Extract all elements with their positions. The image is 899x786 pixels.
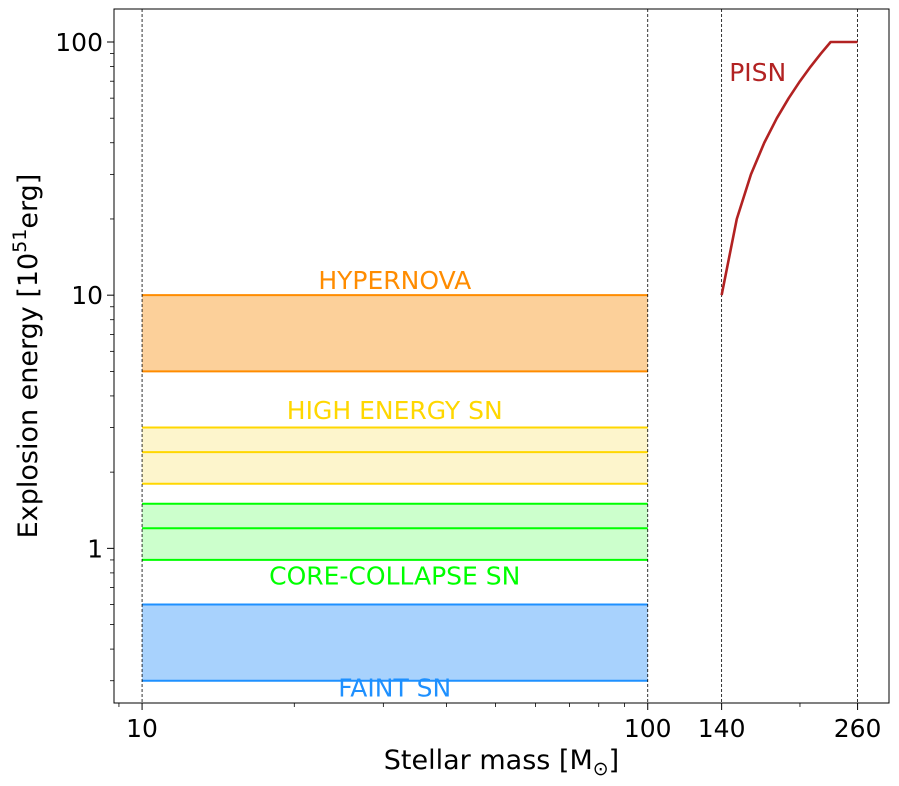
- labels-layer: HYPERNOVA HIGH ENERGY SN CORE-COLLAPSE SN F…: [269, 58, 786, 702]
- faint-sn-band: [142, 604, 648, 681]
- y-tick-label-10: 10: [71, 281, 103, 310]
- series-layer: [720, 40, 858, 296]
- high-energy-sn-label: HIGH ENERGY SN: [287, 396, 503, 425]
- bands-layer: [142, 294, 648, 682]
- pisn-label: PISN: [729, 58, 786, 87]
- core-collapse-sn-band: [142, 503, 648, 560]
- pisn-curve: [720, 40, 858, 296]
- y-tick-label-100: 100: [55, 28, 103, 57]
- y-tick-label-1: 1: [87, 534, 103, 563]
- plot-frame: [113, 8, 890, 704]
- x-axis-label-text: Stellar mass [M: [384, 745, 593, 776]
- x-axis-label-close: ]: [609, 745, 620, 776]
- x-tick-label-140: 140: [698, 714, 746, 743]
- high-energy-sn-band: [142, 427, 648, 484]
- x-tick-label-260: 260: [834, 714, 882, 743]
- vlines-layer: [141, 9, 858, 703]
- x-axis-label: Stellar mass [M⊙]: [384, 745, 619, 780]
- y-axis-label-unit: erg]: [13, 174, 44, 229]
- x-tick-label-10: 10: [126, 714, 158, 743]
- y-axis-label: Explosion energy [1051erg]: [9, 174, 44, 539]
- x-tick-label-100: 100: [624, 714, 672, 743]
- hypernova-band: [142, 295, 648, 372]
- core-collapse-sn-label: CORE-COLLAPSE SN: [269, 561, 520, 590]
- x-axis-label-sub: ⊙: [593, 758, 609, 780]
- hypernova-label: HYPERNOVA: [318, 266, 471, 295]
- y-axis-label-text: Explosion energy [10: [13, 253, 44, 539]
- faint-sn-label: FAINT SN: [338, 673, 451, 702]
- ticks-layer: 10 100 140 260 1 10 100: [55, 28, 881, 743]
- y-axis-label-sup: 51: [9, 229, 31, 253]
